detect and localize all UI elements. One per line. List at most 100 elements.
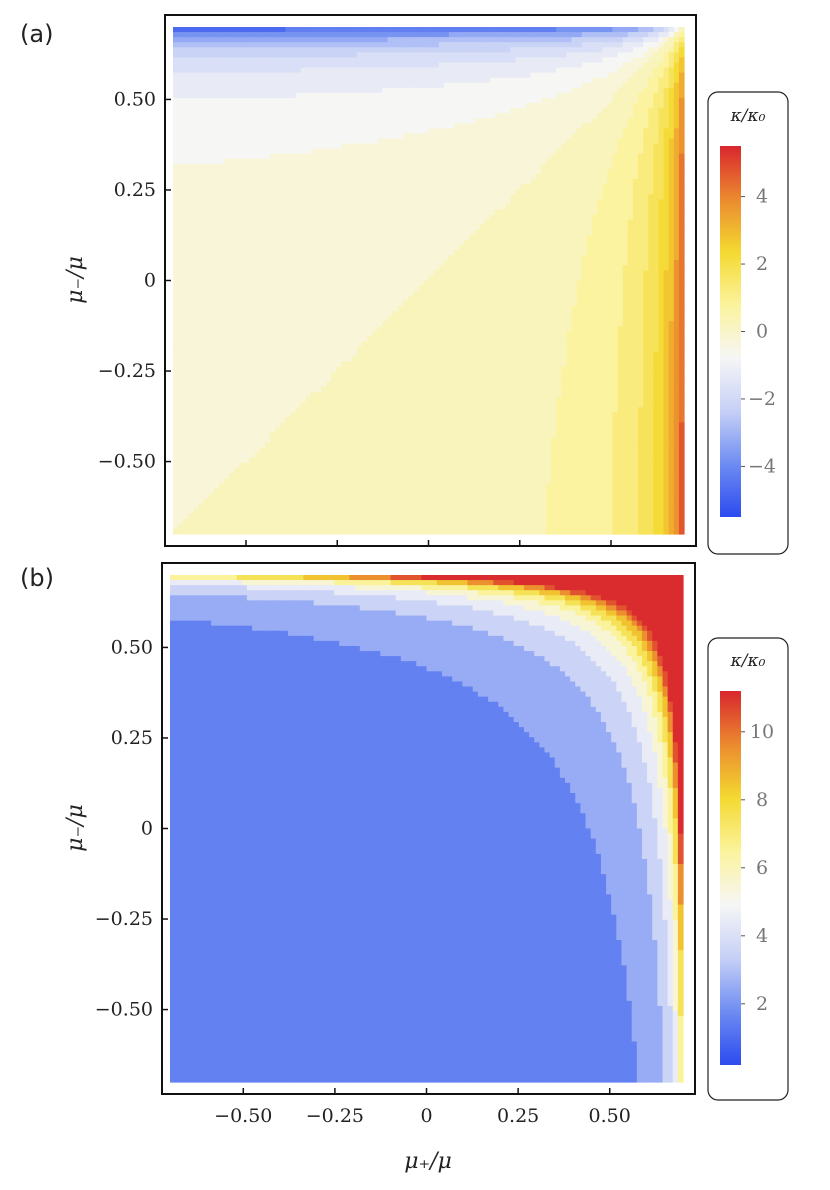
contour-cell	[239, 27, 246, 33]
contour-cell	[678, 92, 685, 99]
contour-cell	[280, 108, 287, 114]
contour-cell	[305, 209, 312, 216]
contour-cell	[285, 148, 292, 155]
contour-cell	[321, 184, 327, 190]
contour-cell	[627, 265, 634, 271]
contour-cell	[576, 87, 583, 94]
contour-cell	[259, 214, 266, 221]
contour-cell	[515, 27, 522, 33]
contour-cell	[310, 194, 317, 200]
contour-cell	[448, 219, 455, 226]
contour-cell	[356, 204, 363, 211]
contour-cell	[632, 255, 639, 261]
contour-cell	[300, 92, 307, 99]
contour-cell	[576, 72, 583, 79]
contour-cell	[494, 204, 501, 211]
contour-cell	[474, 113, 481, 119]
contour-cell	[535, 47, 542, 53]
contour-cell	[459, 199, 465, 206]
contour-cell	[346, 229, 353, 236]
contour-cell	[254, 47, 261, 53]
contour-cell	[653, 123, 660, 129]
contour-cell	[408, 194, 414, 200]
contour-cell	[310, 82, 317, 89]
contour-cell	[402, 97, 409, 104]
contour-cell	[576, 189, 583, 195]
contour-cell	[300, 47, 307, 53]
contour-cell	[540, 250, 547, 256]
contour-cell	[546, 219, 552, 226]
contour-cell	[351, 92, 358, 99]
contour-cell	[418, 184, 424, 190]
contour-cell	[663, 128, 670, 135]
contour-cell	[653, 138, 660, 145]
contour-cell	[402, 143, 409, 150]
contour-cell	[259, 199, 266, 206]
contour-cell	[218, 153, 225, 160]
contour-cell	[632, 108, 639, 114]
contour-cell	[627, 32, 634, 38]
contour-cell	[305, 148, 312, 155]
contour-cell	[586, 138, 593, 145]
contour-cell	[648, 148, 654, 155]
contour-cell	[249, 113, 256, 119]
contour-cell	[484, 163, 491, 170]
contour-cell	[346, 108, 353, 114]
contour-cell	[597, 77, 603, 84]
contour-cell	[464, 163, 470, 170]
contour-cell	[178, 270, 184, 277]
contour-cell	[270, 224, 276, 231]
contour-cell	[173, 57, 179, 64]
contour-cell	[592, 194, 598, 200]
contour-cell	[408, 260, 414, 266]
contour-cell	[648, 47, 654, 53]
contour-cell	[612, 174, 619, 180]
contour-cell	[546, 270, 552, 277]
contour-cell	[336, 229, 343, 236]
contour-cell	[218, 57, 225, 64]
contour-cell	[438, 270, 445, 277]
contour-cell	[295, 179, 302, 185]
contour-cell	[454, 158, 460, 165]
contour-cell	[321, 113, 327, 119]
contour-cell	[428, 158, 435, 165]
contour-cell	[249, 97, 256, 104]
contour-cell	[494, 138, 501, 145]
contour-cell	[351, 224, 358, 231]
contour-cell	[372, 138, 378, 145]
contour-cell	[520, 245, 527, 251]
contour-cell	[418, 118, 424, 124]
contour-cell	[198, 52, 205, 59]
contour-cell	[459, 255, 465, 261]
contour-cell	[535, 163, 542, 170]
contour-cell	[173, 42, 179, 48]
contour-cell	[678, 47, 685, 53]
contour-cell	[668, 214, 675, 221]
contour-cell	[592, 179, 598, 185]
contour-cell	[300, 189, 307, 195]
contour-cell	[413, 245, 419, 251]
contour-cell	[402, 204, 409, 211]
contour-cell	[632, 128, 639, 135]
contour-cell	[234, 245, 241, 251]
contour-cell	[254, 67, 261, 74]
contour-cell	[428, 138, 435, 145]
contour-cell	[326, 77, 333, 84]
contour-cell	[505, 52, 511, 59]
contour-cell	[433, 250, 440, 256]
contour-cell	[510, 153, 516, 160]
contour-cell	[387, 163, 394, 170]
contour-cell	[300, 123, 307, 129]
contour-cell	[188, 199, 195, 206]
contour-cell	[372, 275, 378, 282]
contour-cell	[239, 255, 246, 261]
contour-cell	[551, 27, 557, 33]
contour-cell	[607, 234, 614, 241]
contour-cell	[479, 87, 486, 94]
contour-cell	[663, 255, 670, 261]
contour-cell	[535, 57, 542, 64]
contour-cell	[505, 128, 511, 135]
contour-cell	[346, 32, 353, 38]
contour-cell	[356, 158, 363, 165]
contour-cell	[566, 234, 573, 241]
